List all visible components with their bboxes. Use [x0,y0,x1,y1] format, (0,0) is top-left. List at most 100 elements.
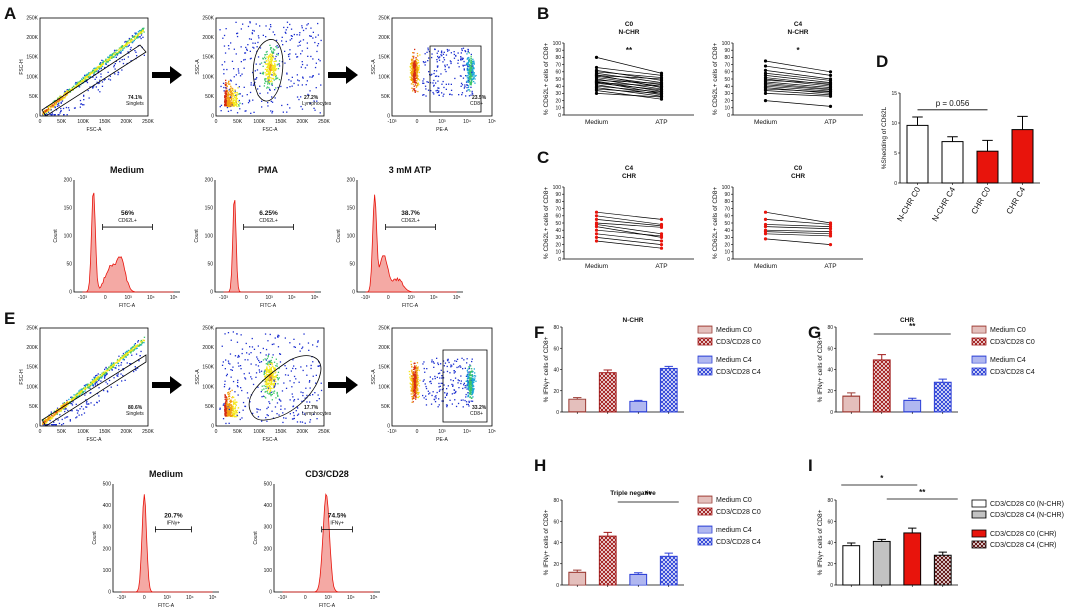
event-dot [105,381,107,383]
event-dot [467,396,469,398]
event-dot [436,91,438,94]
event-dot [413,76,415,79]
event-dot [89,392,91,394]
event-dot [471,62,473,65]
event-dot [232,409,234,411]
x-tick: 10⁴ [147,295,155,301]
event-dot [271,80,273,83]
event-dot [265,390,267,393]
event-dot [274,367,276,369]
event-dot [120,357,122,359]
event-dot [233,102,235,104]
event-dot [49,113,51,115]
event-dot [307,93,309,96]
event-dot [134,38,136,40]
event-dot [446,365,448,368]
event-dot [96,377,99,380]
event-dot [467,77,470,79]
event-dot [127,56,129,58]
event-dot [468,374,471,376]
event-dot [133,36,135,39]
event-dot [469,382,472,385]
event-dot [273,386,275,388]
event-dot [471,67,473,69]
event-dot [230,92,233,95]
event-dot [257,345,259,347]
pair-point [763,88,768,93]
event-dot [416,387,418,389]
event-dot [273,343,275,345]
event-dot [253,84,255,86]
event-dot [107,391,109,393]
event-dot [142,30,144,32]
event-dot [268,382,271,384]
event-dot [226,99,228,101]
x-tick: 10³ [124,295,132,301]
event-dot [472,390,475,392]
event-dot [271,399,273,401]
event-dot [269,391,271,393]
event-dot [129,48,132,51]
event-dot [226,85,228,87]
event-dot [269,368,271,370]
event-dot [271,51,273,53]
y-axis-label: SSC-A [195,59,201,75]
event-dot [245,110,247,112]
event-dot [469,374,471,377]
event-dot [102,371,104,373]
panel-letter-g: G [808,323,821,342]
event-dot [228,99,230,102]
event-dot [257,365,260,367]
event-dot [268,361,271,364]
event-dot [232,380,235,383]
event-dot [266,385,268,387]
event-dot [54,103,56,105]
event-dot [273,73,275,75]
event-dot [72,401,74,403]
y-tick: 80 [555,199,561,205]
event-dot [79,106,81,108]
event-dot [414,392,417,395]
event-dot [56,413,58,415]
a-lymph-plot-gate [252,39,284,102]
event-dot [436,52,438,54]
event-dot [135,35,137,37]
event-dot [239,365,242,367]
event-dot [424,383,426,385]
event-dot [60,102,62,104]
x-tick: ATP [824,119,836,126]
event-dot [118,49,120,51]
event-dot [272,374,274,376]
event-dot [412,375,414,378]
event-dot [464,399,466,402]
event-dot [132,39,134,41]
event-dot [231,105,234,107]
event-dot [443,51,445,53]
event-dot [415,367,418,369]
event-dot [129,363,131,365]
event-dot [123,47,126,49]
event-dot [422,380,424,382]
event-dot [224,101,227,103]
event-dot [472,78,474,80]
a-hist-pma-gate [243,224,294,231]
event-dot [466,378,469,380]
event-dot [233,48,235,50]
event-dot [284,62,286,64]
e-hist-medium-gate [155,526,192,533]
event-dot [263,373,265,376]
event-dot [441,50,443,52]
event-dot [77,82,79,84]
event-dot [48,111,50,113]
event-dot [431,56,433,59]
event-dot [64,410,66,413]
event-dot [223,86,225,89]
event-dot [236,414,238,416]
event-dot [425,395,427,397]
event-dot [125,40,127,43]
e-singlets-plot-gate-pct: 80.6% [128,405,143,411]
event-dot [250,57,252,59]
event-dot [277,86,279,89]
event-dot [246,352,248,354]
event-dot [425,404,428,406]
